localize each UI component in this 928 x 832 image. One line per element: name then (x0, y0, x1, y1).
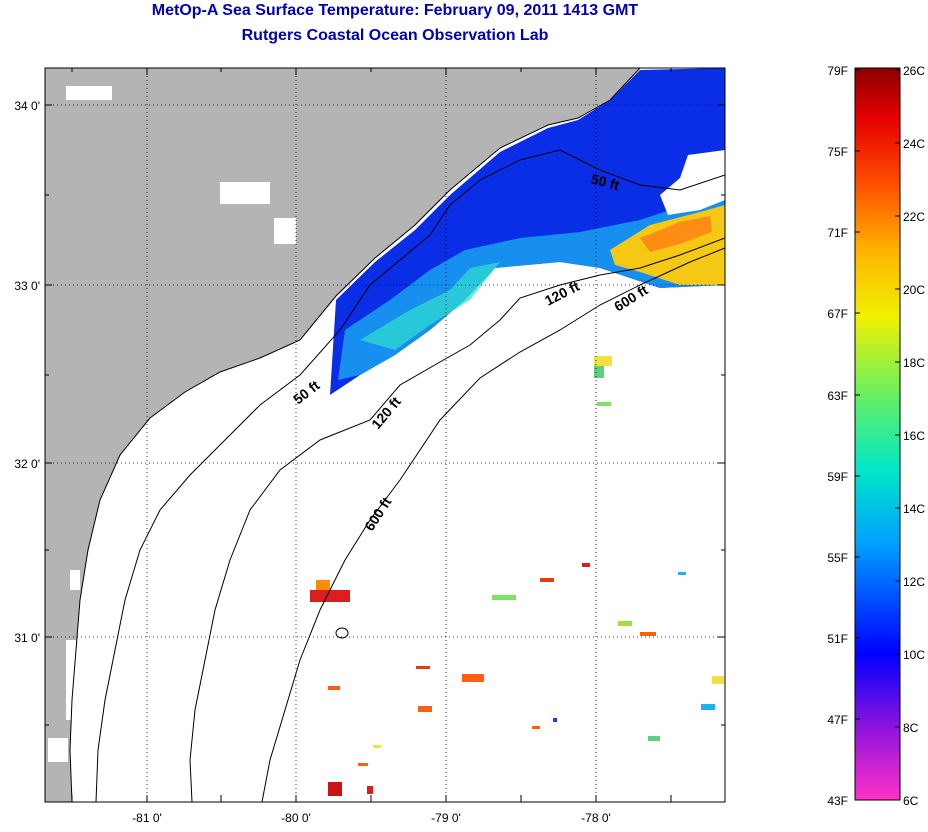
colorbar-f-label: 59F (827, 470, 848, 484)
colorbar-f-label: 47F (827, 713, 848, 727)
contour-600ft (261, 247, 725, 802)
colorbar-c-label: 18C (903, 356, 925, 370)
land-mass (45, 68, 640, 802)
colorbar-c-label: 10C (903, 648, 925, 662)
colorbar-f-label: 51F (827, 632, 848, 646)
contour-120ft (189, 237, 725, 802)
colorbar-f-label: 67F (827, 307, 848, 321)
seamount-contour (335, 627, 349, 639)
sst-swath-orange (640, 216, 712, 252)
colorbar: 79F 75F 71F 67F 63F 59F 55F 51F 47F 43F … (827, 64, 925, 808)
coastline (69, 68, 641, 802)
lon-label-81: -81 0' (132, 811, 162, 825)
lon-label-78: -78 0' (581, 811, 611, 825)
colorbar-c-label: 24C (903, 137, 925, 151)
colorbar-c-label: 12C (903, 575, 925, 589)
colorbar-f-label: 63F (827, 389, 848, 403)
lat-label-32: 32 0' (14, 457, 40, 471)
colorbar-c-label: 20C (903, 283, 925, 297)
map-subtitle: Rutgers Coastal Ocean Observation Lab (241, 27, 549, 44)
map-title: MetOp-A Sea Surface Temperature: Februar… (151, 2, 639, 19)
colorbar-f-label: 75F (827, 145, 848, 159)
colorbar-f-label: 55F (827, 551, 848, 565)
contour-50ft (95, 149, 725, 802)
grid-lines (45, 68, 725, 802)
lon-label-79: -79 0' (431, 811, 461, 825)
colorbar-celsius-ticks (895, 69, 900, 801)
map-frame (44, 67, 726, 803)
lat-label-34: 34 0' (14, 99, 40, 113)
colorbar-c-label: 14C (903, 502, 925, 516)
colorbar-c-label: 16C (903, 429, 925, 443)
colorbar-gradient (854, 67, 901, 801)
lon-label-80: -80 0' (281, 811, 311, 825)
lat-label-33: 33 0' (14, 279, 40, 293)
colorbar-f-label: 71F (827, 226, 848, 240)
sst-swath-mid (338, 190, 725, 380)
lat-label-31: 31 0' (14, 631, 40, 645)
colorbar-c-label: 26C (903, 64, 925, 78)
colorbar-c-label: 8C (903, 721, 919, 735)
colorbar-c-label: 6C (903, 794, 919, 808)
colorbar-fahrenheit-ticks (855, 69, 860, 801)
sst-swath-white-gap (660, 150, 725, 215)
sst-swath-cyan (360, 262, 500, 350)
colorbar-f-label: 43F (827, 794, 848, 808)
colorbar-c-label: 22C (903, 210, 925, 224)
depth-label-50ft-north: 50 ft (589, 170, 621, 193)
sst-scattered-pixels (310, 356, 724, 796)
colorbar-f-label: 79F (827, 64, 848, 78)
axis-ticks (45, 68, 725, 802)
land-nodata-patches (48, 86, 296, 762)
